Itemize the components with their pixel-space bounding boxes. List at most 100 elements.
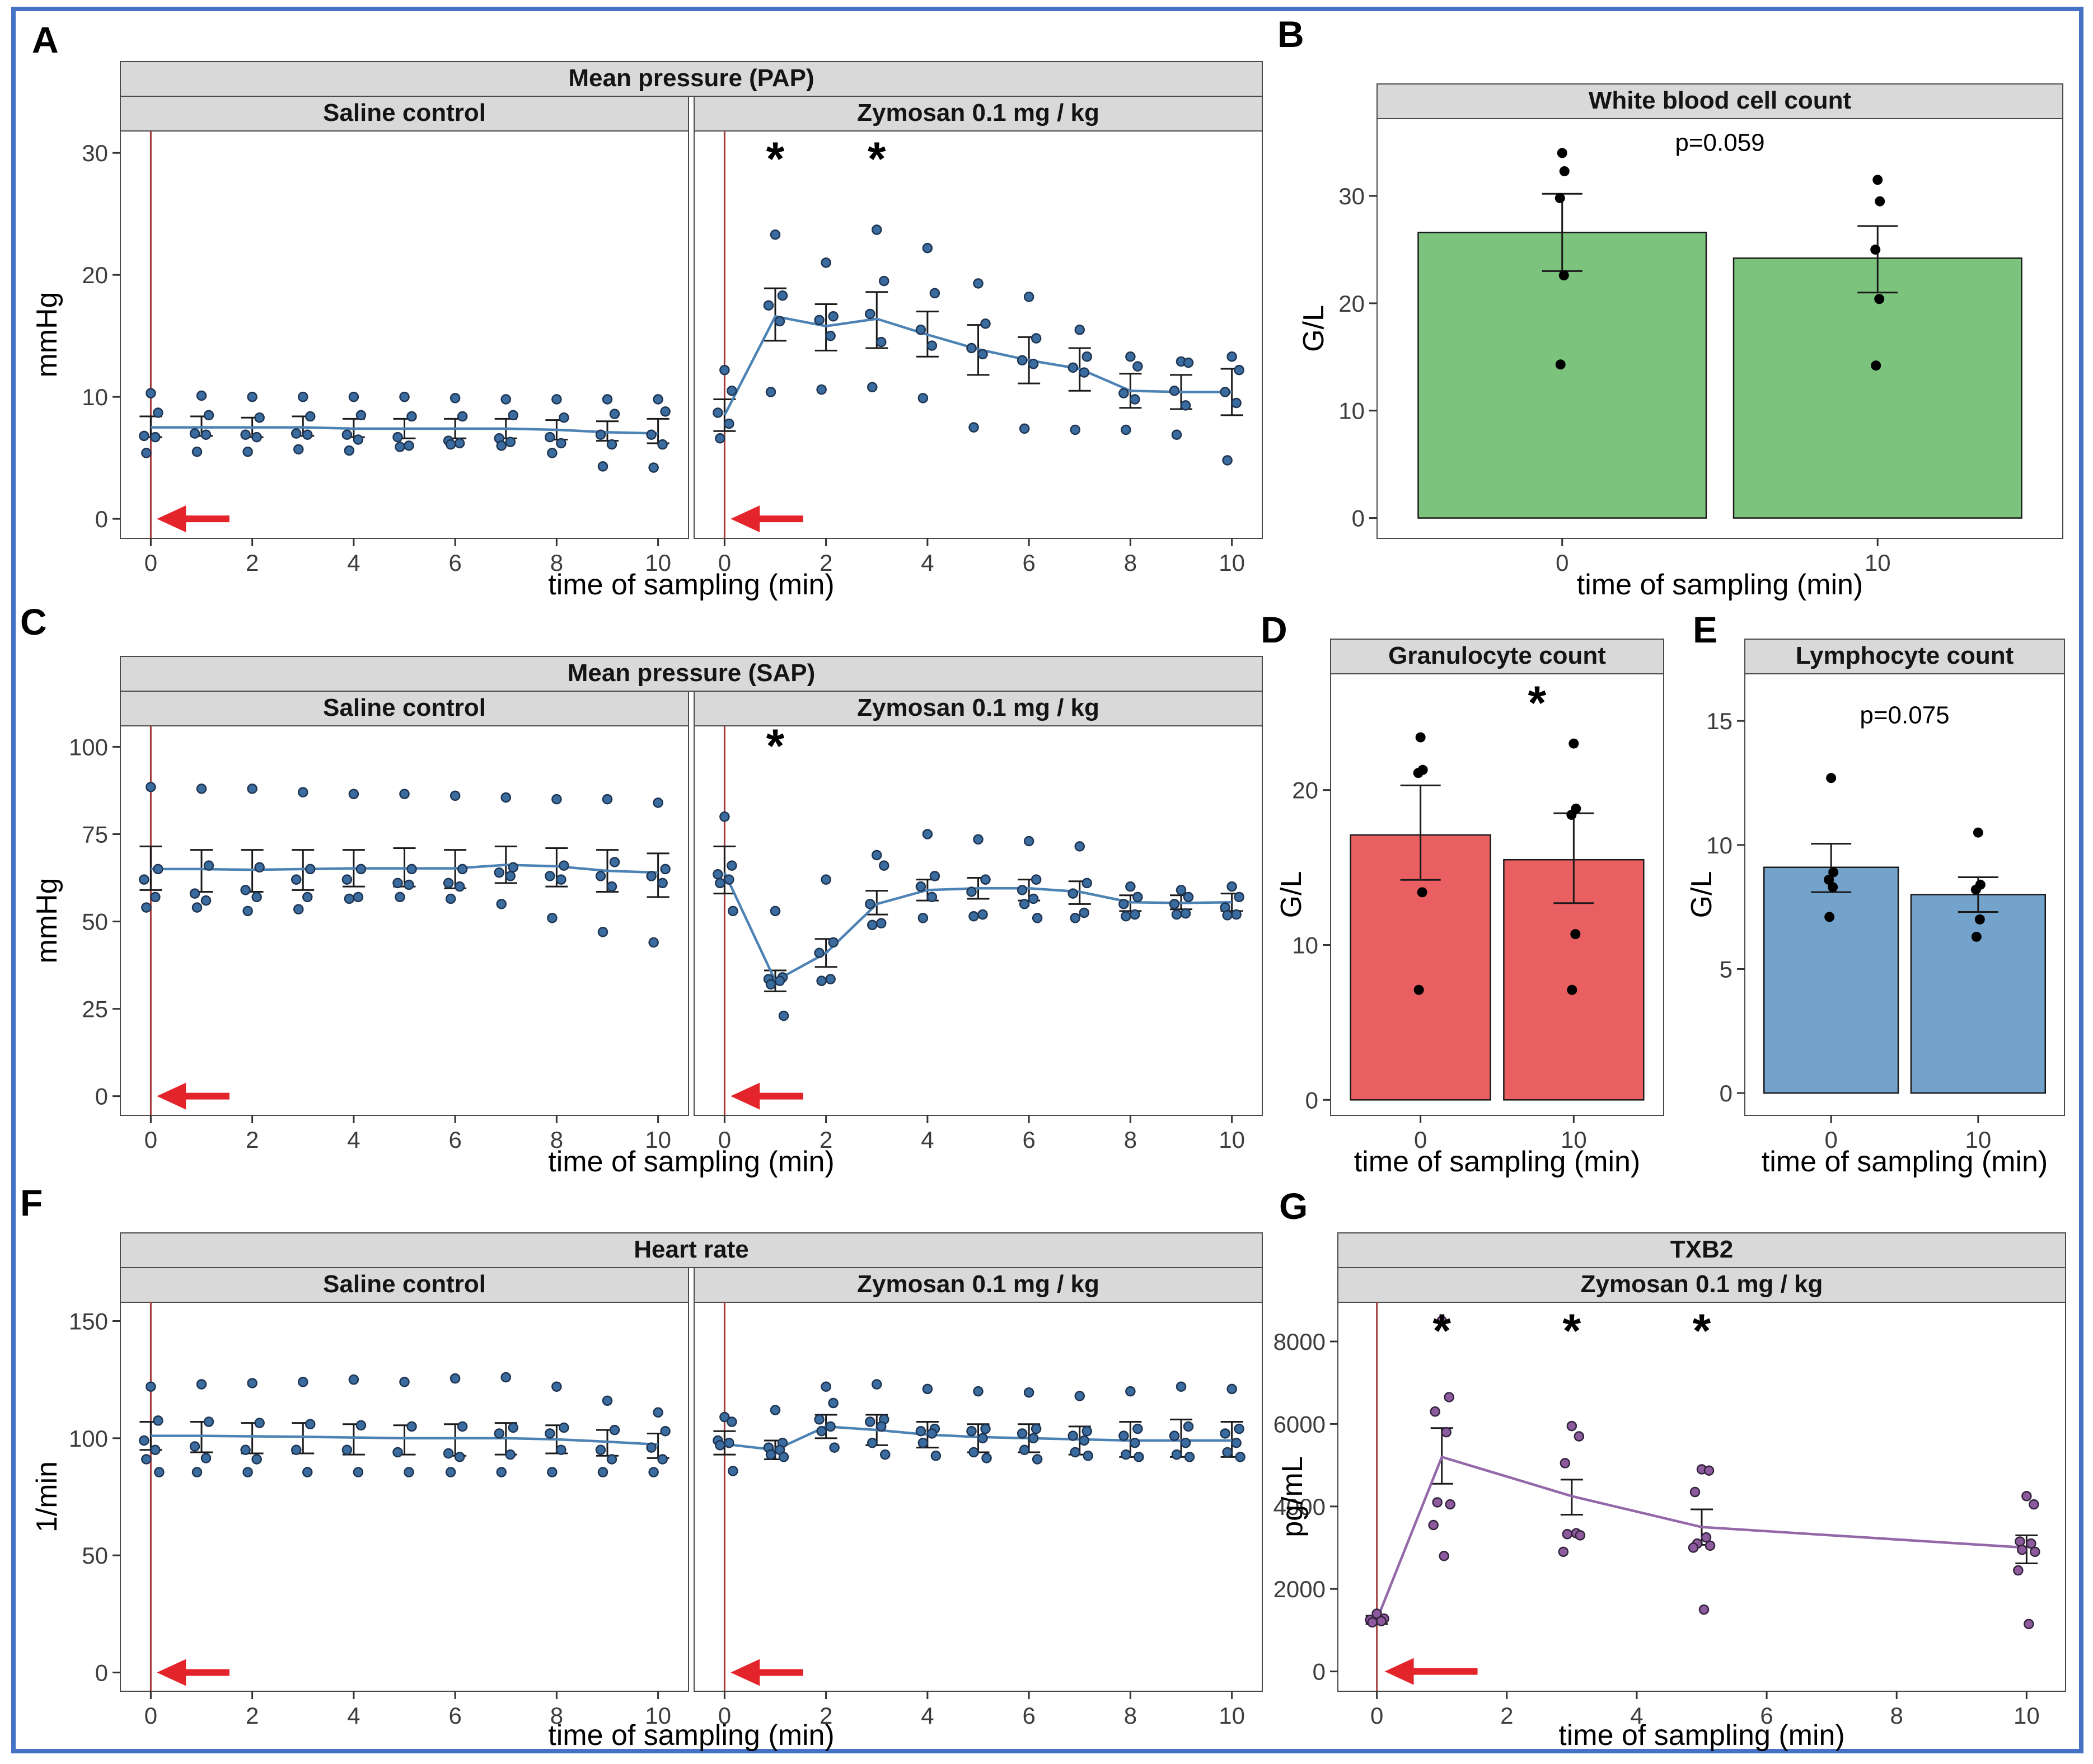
- data-point: [814, 315, 825, 326]
- data-point: [200, 429, 212, 440]
- x-tick-label: 0: [144, 1127, 157, 1153]
- data-point: [547, 448, 558, 458]
- data-point: [404, 879, 414, 890]
- x-tick-label: 10: [1865, 550, 1891, 576]
- data-point: [1118, 899, 1129, 909]
- data-point: [648, 1467, 659, 1477]
- panel-title-strip: [1376, 83, 2063, 119]
- data-point: [1371, 1608, 1382, 1619]
- data-point: [1074, 1391, 1085, 1401]
- data-point: [1703, 1465, 1715, 1476]
- panel-title-strip: [120, 1232, 1263, 1268]
- data-point: [298, 787, 308, 797]
- y-tick-label: 20: [82, 262, 108, 288]
- data-point: [355, 864, 367, 875]
- data-point: [251, 892, 262, 903]
- facet-title-label: Zymosan 0.1 mg / kg: [1581, 1270, 1823, 1298]
- plot-panel: [120, 1302, 689, 1692]
- panel-b-chart: White blood cell count 0 10 p=0.059 0 10 20 30 G…: [1298, 83, 2063, 601]
- data-point: [1171, 909, 1182, 920]
- data-point: [1067, 1430, 1078, 1441]
- data-point: [648, 462, 659, 473]
- data-point: [816, 384, 827, 395]
- x-tick-label: 4: [347, 1702, 360, 1729]
- data-point: [1132, 361, 1143, 372]
- data-point: [929, 871, 940, 881]
- data-point: [917, 393, 929, 404]
- x-tick-label: 0: [718, 1702, 731, 1729]
- injection-arrow-icon: [1384, 1658, 1478, 1685]
- data-point: [551, 394, 562, 405]
- data-point: [980, 1423, 991, 1434]
- data-point: [392, 1447, 403, 1458]
- data-point: [1028, 359, 1039, 369]
- data-point: [454, 1452, 465, 1462]
- data-point: [445, 439, 456, 450]
- data-point: [1828, 867, 1839, 878]
- mean-line: [151, 426, 658, 435]
- panel-title-label: Mean pressure (SAP): [568, 659, 816, 687]
- data-point: [1441, 1427, 1451, 1438]
- data-point: [251, 431, 262, 443]
- mean-line: [151, 864, 658, 874]
- data-point: [1183, 357, 1194, 368]
- data-point: [1019, 1444, 1030, 1456]
- data-point: [1705, 1540, 1716, 1551]
- data-point: [660, 1426, 671, 1437]
- data-point: [240, 429, 251, 440]
- x-tick-label: 8: [1124, 1702, 1137, 1729]
- data-point: [867, 919, 878, 931]
- x-tick-label: 6: [1022, 1702, 1035, 1729]
- data-point: [559, 412, 569, 423]
- data-point: [547, 1467, 558, 1477]
- data-point: [457, 1421, 468, 1432]
- data-point: [1698, 1604, 1710, 1615]
- data-point: [500, 394, 511, 405]
- data-point: [653, 797, 663, 808]
- error-bar: [713, 845, 736, 895]
- data-point: [1171, 429, 1182, 440]
- data-point: [821, 874, 831, 885]
- mean-line: [723, 315, 1232, 416]
- x-tick-label: 10: [645, 1127, 671, 1153]
- data-point: [1079, 907, 1089, 918]
- mean-line: [151, 1434, 658, 1446]
- data-point: [814, 1414, 825, 1425]
- data-point: [1169, 386, 1180, 396]
- scatter-points: [1413, 732, 1428, 995]
- panel-c-chart: Mean pressure (SAP) Saline control 0 2 4 6 8 10…: [31, 656, 1263, 1178]
- facet-title-label: Zymosan 0.1 mg / kg: [857, 99, 1099, 126]
- data-point: [1118, 388, 1129, 398]
- data-point: [547, 913, 558, 923]
- data-point: [1169, 899, 1180, 909]
- data-point: [242, 906, 253, 917]
- data-point: [872, 1379, 882, 1390]
- facet-title-strip: [694, 1267, 1263, 1303]
- data-point: [1222, 910, 1233, 921]
- x-tick-label: 4: [921, 1127, 934, 1153]
- x-tick-label: 2: [246, 550, 259, 576]
- data-point: [653, 394, 663, 405]
- data-point: [609, 857, 620, 867]
- scatter-points: [1970, 827, 1986, 942]
- data-point: [765, 979, 776, 990]
- data-point: [646, 871, 657, 881]
- scatter-points: [1870, 175, 1885, 371]
- data-point: [915, 325, 926, 335]
- data-point: [1566, 809, 1577, 820]
- data-point: [660, 864, 671, 875]
- data-point: [341, 1444, 353, 1456]
- data-point: [930, 1450, 942, 1461]
- y-tick-label: 20: [1292, 777, 1318, 804]
- data-point: [496, 440, 507, 451]
- y-tick-label: 0: [95, 506, 108, 532]
- data-point: [1226, 881, 1237, 892]
- data-point: [200, 1453, 212, 1463]
- data-point: [880, 1449, 891, 1460]
- data-point: [821, 1381, 831, 1392]
- data-point: [778, 1452, 789, 1462]
- x-tick-label: 2: [1500, 1702, 1513, 1729]
- x-tick-label: 6: [1022, 550, 1035, 576]
- data-point: [150, 892, 161, 903]
- data-point: [828, 311, 839, 322]
